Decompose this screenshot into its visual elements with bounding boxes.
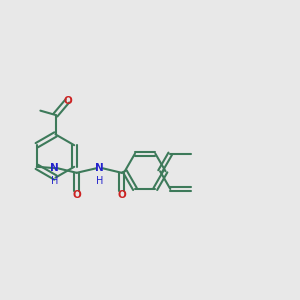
Text: N: N xyxy=(50,163,58,173)
Text: O: O xyxy=(117,190,126,200)
Text: O: O xyxy=(63,96,72,106)
Text: N: N xyxy=(95,163,103,173)
Text: O: O xyxy=(72,190,81,200)
Text: H: H xyxy=(50,176,58,186)
Text: H: H xyxy=(95,176,103,186)
